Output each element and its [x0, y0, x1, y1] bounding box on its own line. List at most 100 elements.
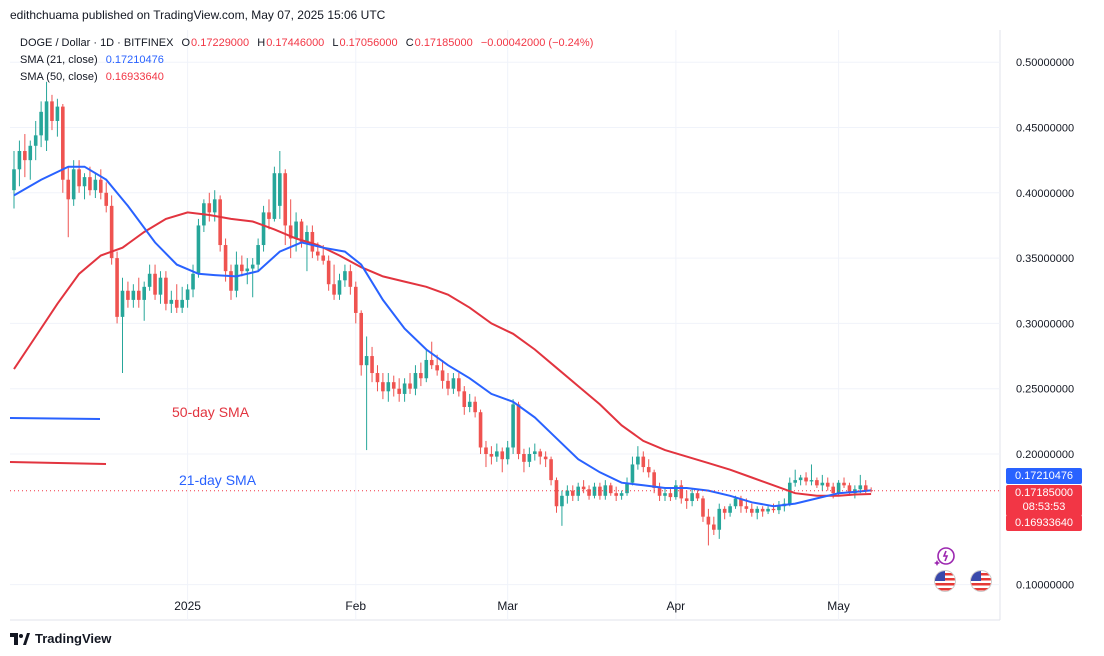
candle-body — [191, 273, 195, 290]
candle — [446, 373, 450, 396]
candle — [614, 486, 618, 502]
candle-body — [93, 179, 98, 191]
candle — [565, 485, 570, 504]
candle-body — [174, 299, 179, 308]
candle-body — [316, 251, 320, 256]
candle — [375, 365, 380, 392]
candle-body — [717, 508, 722, 530]
candle-body — [332, 284, 336, 295]
candle — [348, 264, 353, 295]
candle — [484, 440, 488, 468]
sma50-price-tag: 0.16933640 — [1006, 515, 1082, 531]
candle-body — [77, 169, 81, 187]
candle — [636, 446, 640, 470]
candle-body — [462, 391, 467, 407]
open-value: 0.17229000 — [191, 37, 250, 49]
candle — [820, 474, 825, 491]
candle — [598, 482, 602, 500]
candle-body — [863, 485, 868, 491]
candle — [570, 485, 575, 502]
candle-body — [234, 264, 239, 291]
tradingview-logo[interactable]: TradingView — [10, 631, 111, 646]
symbol-label[interactable]: DOGE / Dollar · 1D · BITFINEX — [20, 37, 174, 49]
candle-body — [288, 225, 293, 239]
candle-body — [408, 383, 412, 389]
candle — [147, 264, 152, 291]
candle — [229, 264, 233, 300]
candle — [245, 258, 250, 285]
candle — [500, 447, 505, 473]
candle-body — [305, 231, 309, 243]
candle — [55, 98, 60, 137]
sma50-annotation: 50-day SMA — [172, 404, 250, 420]
candle — [256, 238, 260, 272]
candle — [66, 166, 71, 238]
candle — [522, 448, 526, 473]
candle-body — [847, 485, 852, 494]
candle-body — [652, 472, 656, 488]
candle — [560, 490, 564, 526]
y-tick-label: 0.35000000 — [1016, 253, 1074, 265]
candle — [153, 264, 157, 300]
candle — [44, 81, 49, 152]
candle-body — [185, 289, 190, 300]
candle — [115, 251, 119, 324]
candle-body — [23, 151, 27, 161]
candle — [576, 482, 580, 502]
candle-body — [554, 480, 559, 507]
sma50-legend-label[interactable]: SMA (50, close) — [20, 71, 98, 83]
candle — [142, 281, 146, 321]
us-flag-icon[interactable] — [934, 570, 956, 592]
candle — [549, 456, 553, 486]
candle — [408, 373, 412, 394]
gridlines — [10, 30, 1000, 620]
x-tick-label: Apr — [667, 599, 686, 613]
candle — [674, 480, 678, 500]
candle-body — [71, 169, 76, 200]
candle-body — [538, 451, 543, 457]
candle — [23, 134, 27, 178]
sma21-legend-label[interactable]: SMA (21, close) — [20, 54, 98, 66]
candle-body — [527, 454, 532, 462]
candle-body — [543, 456, 548, 460]
candle — [71, 160, 76, 206]
candle-body — [825, 482, 830, 487]
candle — [185, 284, 190, 308]
candle-body — [842, 482, 846, 486]
candle-body — [467, 401, 472, 407]
candle — [305, 225, 309, 272]
candle — [657, 482, 662, 502]
candle — [630, 456, 635, 486]
candle — [310, 225, 315, 259]
candle — [516, 401, 521, 460]
candle — [603, 480, 608, 500]
candle — [218, 195, 222, 252]
sma50-row: SMA (50, close) 0.16933640 — [20, 69, 594, 86]
candle-body — [690, 493, 694, 502]
close-label: C — [405, 37, 414, 49]
candle-body — [478, 412, 483, 448]
candle-body — [310, 231, 315, 252]
candle — [267, 199, 271, 230]
sparkle-icon[interactable] — [933, 545, 955, 567]
candle — [842, 477, 846, 488]
candle — [663, 487, 667, 502]
candle-body — [364, 356, 369, 366]
candle — [109, 195, 114, 265]
candle-body — [760, 508, 765, 512]
us-flag-icon-2[interactable] — [970, 570, 992, 592]
candle — [690, 487, 694, 507]
candle-body — [115, 258, 119, 317]
candle-body — [424, 359, 429, 379]
candle-body — [278, 173, 282, 206]
candle-body — [321, 255, 326, 261]
candle-body — [164, 277, 168, 304]
candle-body — [522, 454, 526, 462]
candle — [39, 101, 43, 148]
candle-body — [158, 277, 163, 295]
candle-body — [869, 490, 873, 492]
candle-body — [446, 380, 450, 389]
candle — [869, 487, 873, 493]
candle-body — [625, 482, 629, 494]
